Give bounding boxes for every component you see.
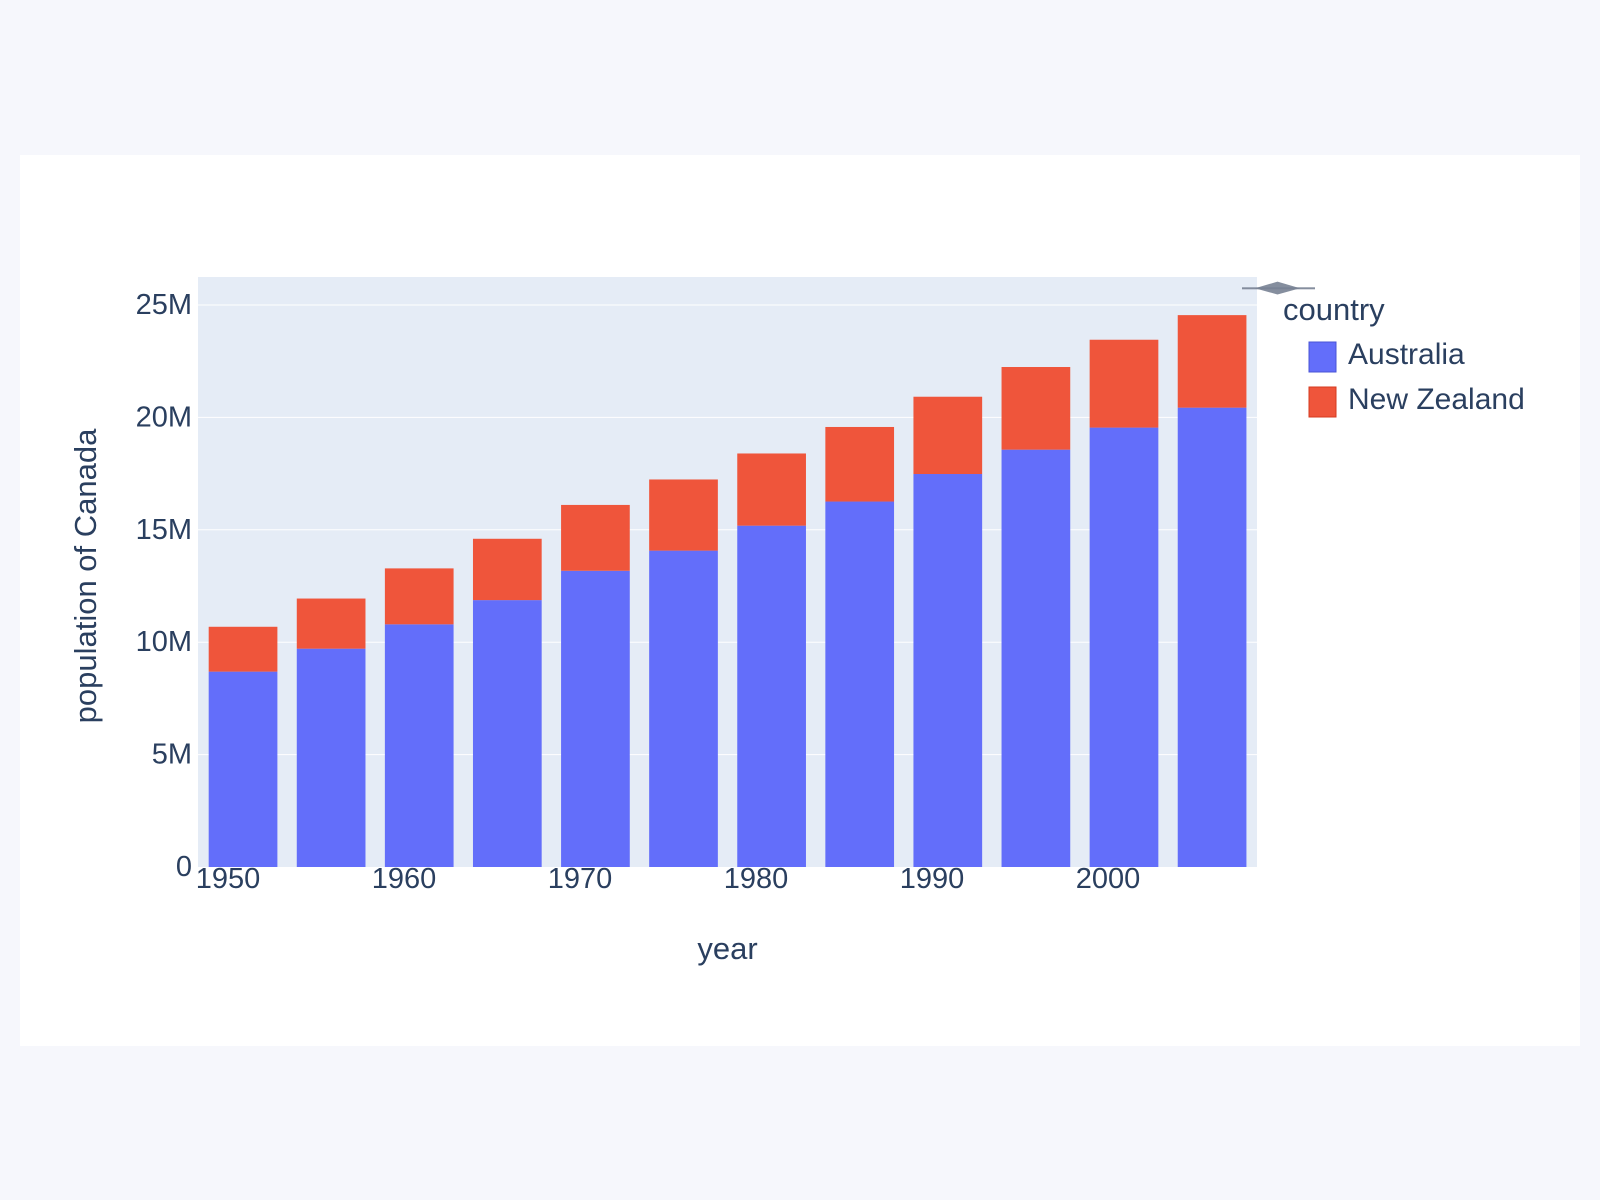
svg-text:5M: 5M (152, 739, 192, 771)
svg-text:country: country (1283, 292, 1385, 327)
svg-text:25M: 25M (136, 289, 192, 321)
svg-text:New Zealand: New Zealand (1348, 383, 1525, 416)
svg-text:0: 0 (176, 851, 192, 883)
svg-text:20M: 20M (136, 401, 192, 433)
svg-text:year: year (697, 931, 757, 966)
svg-text:1950: 1950 (196, 863, 261, 895)
svg-text:15M: 15M (136, 514, 192, 546)
svg-text:population of Canada: population of Canada (68, 428, 103, 724)
svg-text:1960: 1960 (372, 863, 437, 895)
svg-text:1990: 1990 (900, 863, 965, 895)
svg-text:1970: 1970 (548, 863, 613, 895)
svg-text:2000: 2000 (1076, 863, 1141, 895)
svg-text:1980: 1980 (724, 863, 789, 895)
svg-text:10M: 10M (136, 626, 192, 658)
svg-text:Australia: Australia (1348, 338, 1465, 371)
